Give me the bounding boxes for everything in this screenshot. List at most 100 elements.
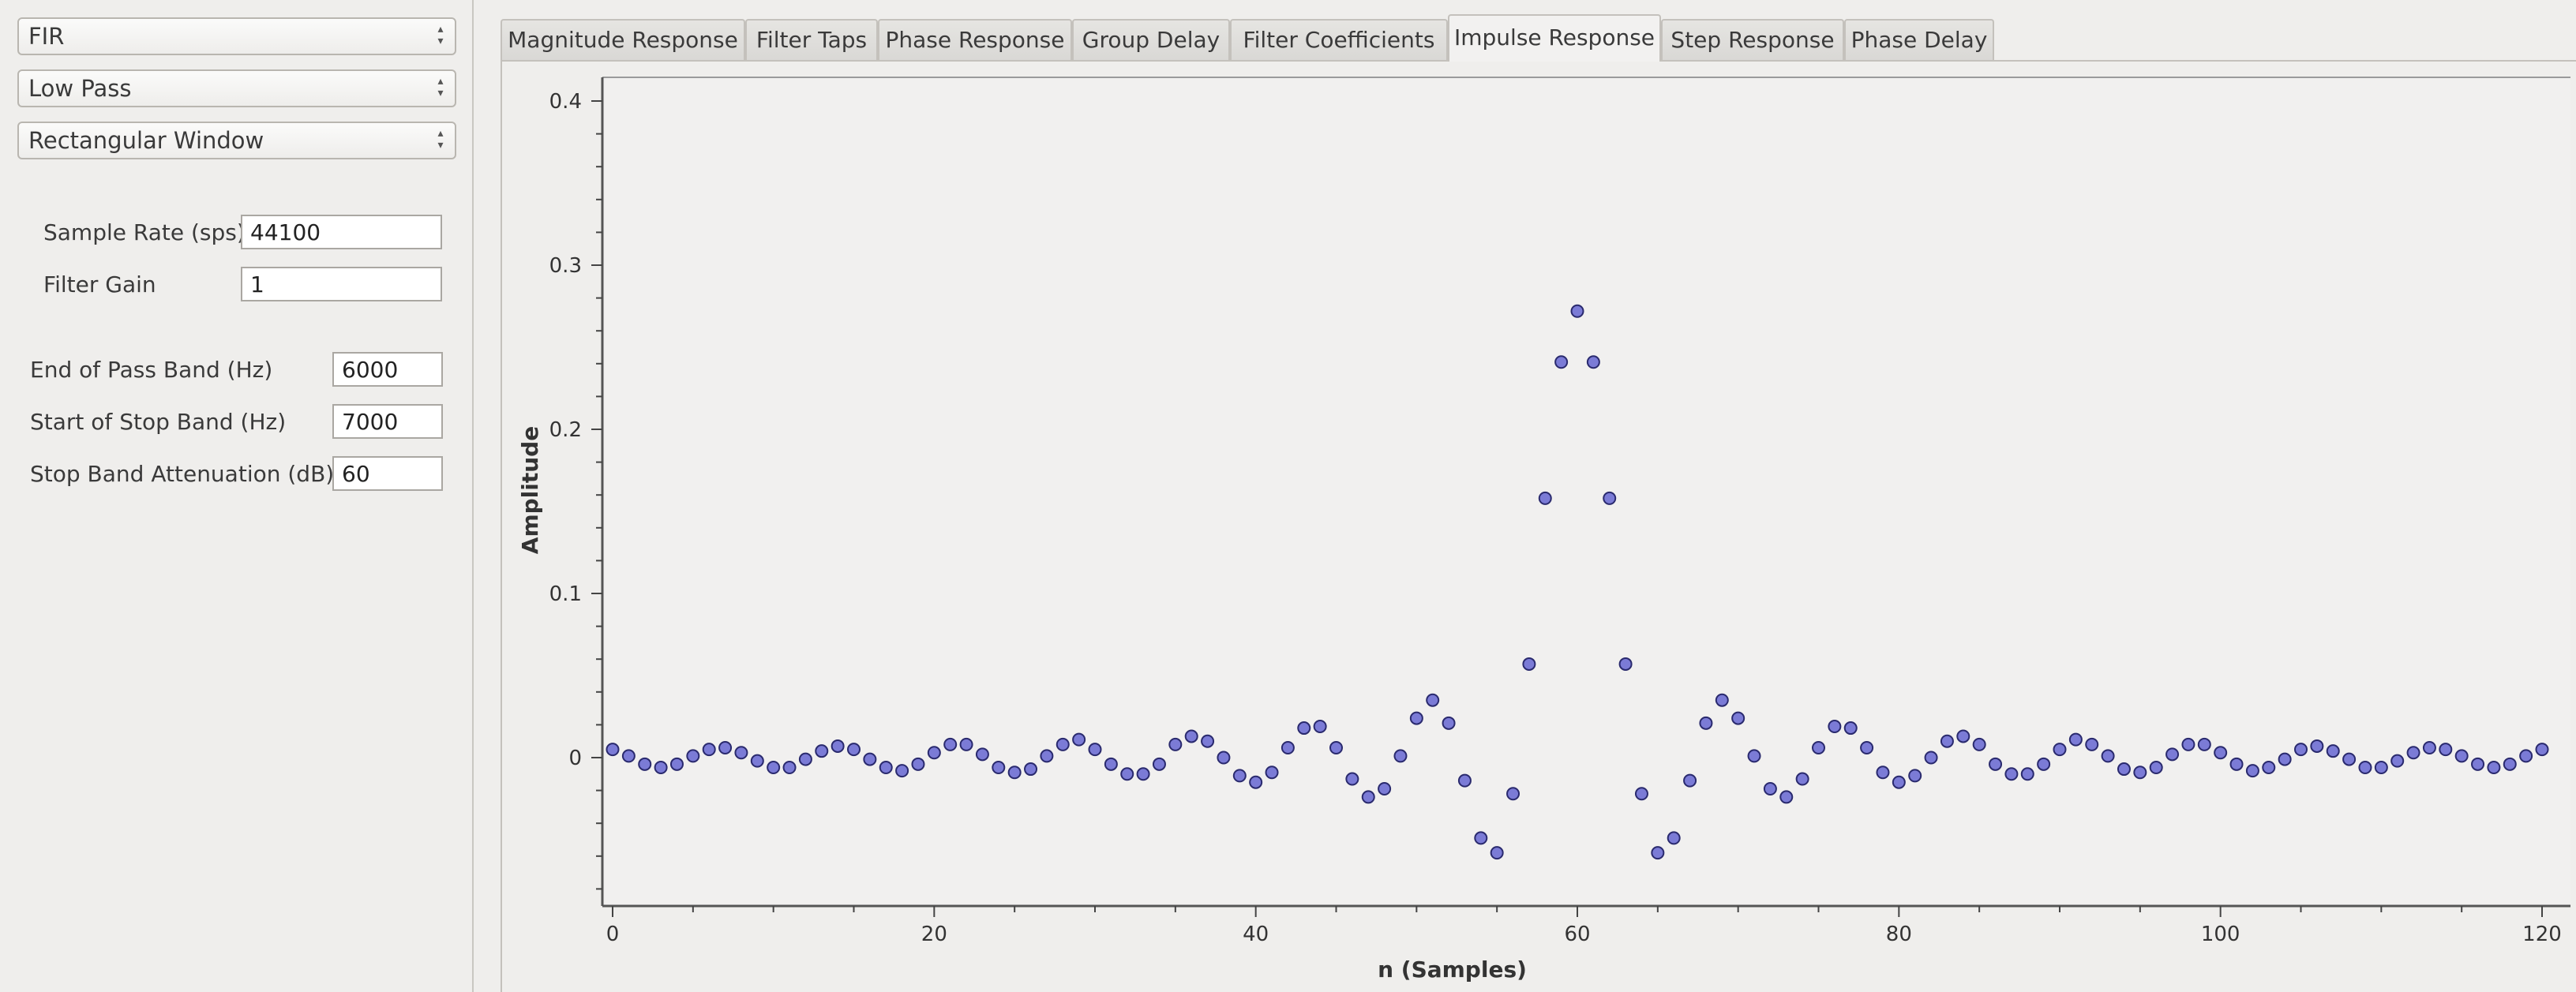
data-point (1667, 831, 1681, 845)
y-axis-title: Amplitude (517, 426, 543, 554)
data-point (1281, 741, 1295, 755)
x-tick-label: 40 (1243, 923, 1269, 946)
data-point (1249, 775, 1263, 789)
data-point (895, 764, 909, 778)
y-tick-label: 0 (568, 747, 582, 770)
response-type-select[interactable]: Low Pass ▴ ▾ (17, 69, 456, 107)
data-point (2020, 767, 2034, 781)
data-point (767, 760, 781, 774)
data-point (1812, 741, 1825, 755)
data-point (992, 760, 1006, 774)
tab-step-response[interactable]: Step Response (1661, 19, 1844, 60)
tab-filter-coefficients[interactable]: Filter Coefficients (1230, 19, 1448, 60)
data-point (2422, 741, 2436, 755)
data-point (1217, 751, 1231, 765)
tab-impulse-response[interactable]: Impulse Response (1448, 14, 1661, 62)
data-point (1297, 721, 1311, 736)
data-point (782, 760, 797, 774)
data-point (2133, 766, 2147, 780)
data-point (1715, 693, 1729, 707)
data-point (1024, 762, 1038, 777)
tab-phase-delay[interactable]: Phase Delay (1844, 19, 1994, 60)
y-tick-label: 0.2 (549, 418, 582, 442)
data-point (2358, 760, 2372, 774)
data-point (1651, 846, 1665, 860)
data-point (2037, 757, 2051, 771)
y-tick-label: 0.1 (549, 582, 582, 606)
data-point (1828, 719, 1842, 733)
data-point (1795, 772, 1809, 786)
pass-band-end-input[interactable] (332, 352, 443, 387)
filter-gain-input[interactable] (241, 267, 442, 301)
data-point (1426, 693, 1440, 707)
data-point (702, 743, 716, 757)
stop-band-start-label: Start of Stop Band (Hz) (30, 409, 287, 435)
data-point (943, 737, 958, 751)
tab-filter-taps[interactable]: Filter Taps (745, 19, 878, 60)
stop-band-atten-label: Stop Band Attenuation (dB) (30, 461, 335, 487)
data-point (2004, 767, 2019, 781)
data-point (1763, 782, 1777, 796)
data-point (1361, 790, 1375, 804)
data-point (1457, 773, 1472, 788)
sample-rate-input[interactable] (241, 215, 442, 249)
data-point (1378, 782, 1392, 796)
data-point (750, 754, 764, 768)
tab-group-delay[interactable]: Group Delay (1072, 19, 1230, 60)
window-type-value: Rectangular Window (28, 127, 264, 154)
data-point (975, 747, 989, 762)
data-point (2374, 760, 2388, 774)
data-point (1683, 773, 1697, 788)
data-point (2278, 752, 2292, 766)
filter-type-select[interactable]: FIR ▴ ▾ (17, 17, 456, 55)
data-point (847, 743, 861, 757)
data-point (1313, 719, 1327, 733)
data-point (2439, 743, 2453, 757)
data-point (911, 757, 925, 771)
data-point (1265, 766, 1279, 780)
data-point (1570, 304, 1584, 318)
data-point (831, 739, 845, 753)
data-point (1329, 741, 1343, 755)
data-point (2262, 760, 2276, 774)
stop-band-atten-input[interactable] (332, 456, 443, 491)
stop-band-start-input[interactable] (332, 404, 443, 439)
x-tick-label: 80 (1886, 923, 1912, 946)
data-point (638, 757, 652, 771)
window-type-select[interactable]: Rectangular Window ▴ ▾ (17, 122, 456, 159)
data-point (1876, 766, 1890, 780)
y-tick-label: 0.3 (549, 254, 582, 278)
data-point (1747, 749, 1761, 763)
data-point (1972, 737, 1986, 751)
data-point (1056, 737, 1070, 751)
data-point (2197, 737, 2211, 751)
data-point (2117, 762, 2131, 777)
data-point (1618, 657, 1633, 671)
data-point (1136, 767, 1150, 781)
y-tick-label: 0.4 (549, 90, 582, 114)
sample-rate-label: Sample Rate (sps) (43, 219, 246, 245)
data-point (2294, 743, 2308, 757)
data-point (1007, 766, 1022, 780)
data-point (2487, 760, 2501, 774)
data-point (1940, 734, 1954, 748)
data-point (1201, 734, 1215, 748)
data-point (1924, 751, 1938, 765)
plot-canvas (602, 77, 2570, 906)
tab-phase-response[interactable]: Phase Response (878, 19, 1072, 60)
data-point (1860, 741, 1874, 755)
select-arrows-icon: ▴ ▾ (437, 23, 444, 47)
x-axis-title: n (Samples) (1378, 956, 1527, 983)
data-point (815, 744, 829, 758)
data-point (2229, 757, 2244, 771)
data-point (621, 749, 636, 763)
tab-magnitude-response[interactable]: Magnitude Response (501, 19, 745, 60)
data-point (1232, 769, 1247, 783)
data-point (1843, 721, 1858, 736)
data-point (1892, 775, 1906, 789)
data-point (1072, 732, 1086, 747)
data-point (2406, 746, 2420, 760)
data-point (1393, 749, 1408, 763)
data-point (1989, 757, 2003, 771)
data-point (1104, 757, 1118, 771)
